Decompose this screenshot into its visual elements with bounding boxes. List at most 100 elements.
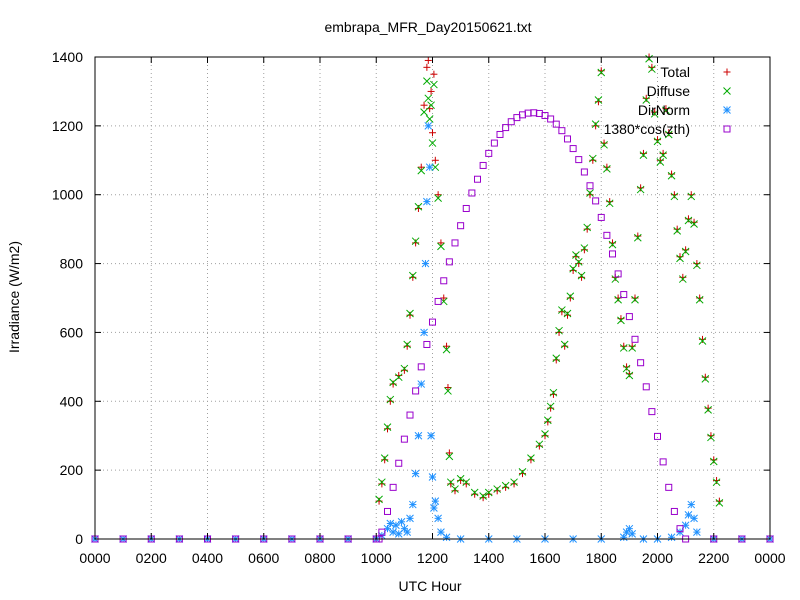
data-point bbox=[428, 139, 437, 147]
data-point bbox=[642, 383, 650, 391]
data-point bbox=[625, 371, 634, 380]
data-point bbox=[684, 216, 693, 225]
data-point bbox=[547, 115, 555, 123]
data-point bbox=[420, 328, 428, 337]
legend-marker bbox=[723, 106, 731, 114]
data-point bbox=[620, 291, 628, 299]
data-point bbox=[670, 192, 679, 201]
data-point bbox=[496, 130, 504, 138]
y-tick-label: 600 bbox=[60, 324, 84, 340]
data-point bbox=[444, 384, 452, 392]
data-point bbox=[411, 469, 420, 478]
data-point bbox=[451, 239, 459, 247]
data-point bbox=[490, 139, 498, 147]
data-point bbox=[659, 151, 667, 159]
x-tick-label: 0800 bbox=[304, 550, 335, 566]
data-point bbox=[642, 96, 651, 104]
data-point bbox=[609, 250, 616, 258]
data-point bbox=[434, 194, 442, 203]
data-point bbox=[484, 488, 493, 497]
data-point bbox=[429, 318, 436, 326]
data-point bbox=[479, 492, 487, 500]
data-point bbox=[428, 473, 437, 481]
data-point bbox=[676, 525, 684, 533]
data-point bbox=[546, 402, 555, 411]
data-point bbox=[394, 373, 403, 382]
data-point bbox=[397, 517, 406, 526]
data-point bbox=[414, 202, 423, 211]
data-point bbox=[417, 163, 425, 171]
data-point bbox=[501, 481, 510, 490]
data-point bbox=[650, 109, 659, 118]
data-point bbox=[423, 197, 431, 206]
data-point bbox=[425, 115, 434, 123]
data-point bbox=[631, 335, 639, 343]
data-point bbox=[574, 257, 583, 266]
data-point bbox=[614, 270, 622, 278]
data-point bbox=[424, 94, 433, 103]
data-point bbox=[597, 68, 606, 77]
data-point bbox=[676, 254, 684, 263]
data-point bbox=[656, 158, 665, 166]
data-point bbox=[558, 306, 566, 314]
data-point bbox=[507, 118, 515, 126]
data-point bbox=[633, 233, 642, 242]
data-point bbox=[625, 313, 633, 321]
data-point bbox=[572, 251, 580, 259]
data-point bbox=[424, 56, 432, 64]
grid-lines bbox=[95, 57, 770, 539]
data-point bbox=[653, 137, 662, 146]
data-point bbox=[412, 387, 420, 395]
data-point bbox=[552, 354, 561, 363]
data-point bbox=[493, 485, 502, 493]
y-tick-label: 200 bbox=[60, 462, 84, 478]
data-point bbox=[645, 54, 653, 63]
data-point bbox=[617, 316, 625, 325]
data-point bbox=[687, 500, 696, 509]
data-point bbox=[462, 478, 471, 487]
data-point bbox=[605, 199, 614, 208]
data-point bbox=[446, 478, 455, 487]
data-point bbox=[442, 533, 451, 542]
data-point bbox=[378, 478, 386, 487]
data-point bbox=[577, 271, 586, 280]
data-point bbox=[429, 129, 436, 137]
data-point bbox=[622, 364, 631, 373]
y-tick-label: 0 bbox=[75, 531, 83, 547]
data-point bbox=[667, 171, 676, 180]
data-point bbox=[479, 161, 487, 169]
data-point bbox=[695, 295, 704, 304]
data-point bbox=[563, 309, 572, 318]
data-point bbox=[701, 375, 710, 383]
data-point bbox=[434, 297, 442, 305]
legend-label: Total bbox=[660, 64, 690, 80]
x-tick-label: 2200 bbox=[698, 550, 729, 566]
data-point bbox=[603, 231, 611, 239]
x-tick-label: 0200 bbox=[136, 550, 167, 566]
data-point bbox=[510, 478, 518, 487]
axes: 0000 0200 0400 0600 0800 1000 1200 1400 1600 1800… bbox=[52, 49, 786, 566]
data-point bbox=[462, 204, 470, 212]
data-point bbox=[631, 295, 639, 304]
data-point bbox=[600, 140, 608, 149]
data-point bbox=[704, 406, 712, 414]
legend-marker bbox=[723, 68, 731, 76]
data-point bbox=[378, 528, 386, 536]
data-point bbox=[403, 528, 412, 536]
x-tick-label: 1000 bbox=[361, 550, 392, 566]
data-point bbox=[408, 271, 417, 280]
data-point bbox=[667, 533, 676, 542]
data-point bbox=[383, 423, 392, 431]
data-point bbox=[445, 258, 453, 266]
data-point bbox=[434, 514, 442, 523]
data-point bbox=[440, 277, 448, 285]
data-point bbox=[698, 337, 707, 345]
data-point bbox=[431, 497, 440, 505]
data-point bbox=[457, 222, 465, 230]
data-point bbox=[386, 519, 395, 528]
data-point bbox=[673, 227, 682, 235]
y-tick-label: 1200 bbox=[52, 118, 83, 134]
data-point bbox=[586, 189, 594, 197]
data-point bbox=[437, 239, 445, 247]
